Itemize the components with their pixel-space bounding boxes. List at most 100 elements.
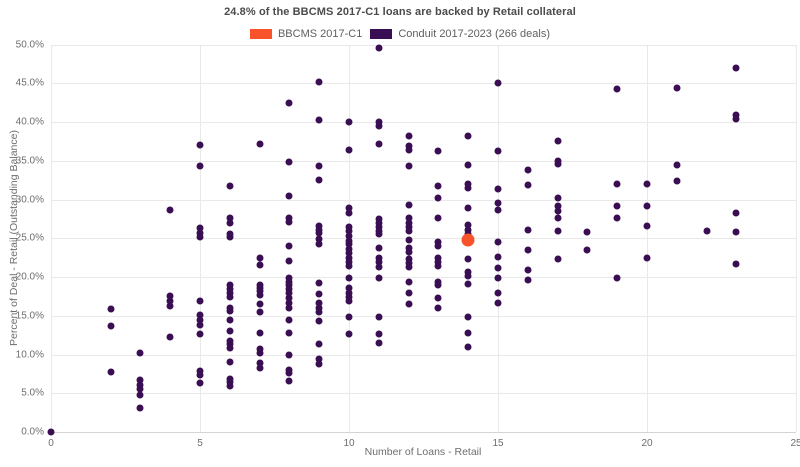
data-point: [285, 218, 293, 226]
data-point: [375, 223, 383, 231]
data-point: [494, 185, 502, 193]
data-point: [47, 428, 55, 436]
data-point: [524, 266, 532, 274]
data-point: [494, 289, 502, 296]
data-point: [136, 381, 144, 389]
legend-swatch-conduit: [370, 29, 393, 39]
data-point: [256, 300, 264, 308]
data-point: [315, 229, 323, 237]
data-point: [315, 340, 323, 348]
data-point: [375, 263, 383, 271]
data-point: [405, 214, 413, 222]
data-point: [375, 244, 383, 252]
x-axis-title: Number of Loans - Retail: [364, 446, 482, 458]
data-point: [196, 367, 204, 375]
data-point: [434, 258, 442, 266]
data-point: [464, 221, 472, 229]
data-point: [464, 343, 472, 351]
data-point: [494, 253, 502, 261]
data-point: [375, 118, 383, 126]
data-point: [434, 304, 442, 312]
data-point: [434, 281, 442, 289]
data-point: [375, 330, 383, 338]
data-point: [196, 379, 204, 387]
data-point: [405, 248, 413, 256]
data-point: [583, 246, 591, 254]
y-tick-label: 5.0%: [21, 387, 44, 399]
data-point: [226, 382, 234, 390]
data-point: [494, 79, 502, 87]
data-point: [464, 184, 472, 192]
data-point: [375, 313, 383, 321]
data-point: [375, 219, 383, 227]
legend: BBCMS 2017-C1 Conduit 2017-2023 (266 dea…: [0, 26, 800, 42]
data-point: [285, 285, 293, 293]
data-point: [494, 147, 502, 155]
data-point: [196, 330, 204, 338]
data-point: [315, 162, 323, 170]
gridline-x-15: [498, 44, 499, 432]
data-point: [732, 209, 740, 217]
data-point: [732, 228, 740, 236]
data-point: [107, 305, 115, 313]
data-point: [256, 329, 264, 337]
data-point: [673, 161, 681, 169]
data-point: [464, 180, 472, 188]
data-point: [285, 316, 293, 324]
data-point: [434, 242, 442, 250]
data-point: [554, 202, 562, 210]
data-point: [285, 242, 293, 250]
gridline-y-40: [51, 122, 796, 123]
data-point: [434, 147, 442, 155]
data-point: [256, 291, 264, 299]
data-point: [524, 246, 532, 254]
data-point: [405, 300, 413, 308]
gridline-x-0: [51, 44, 52, 432]
data-point: [613, 202, 621, 210]
data-point: [345, 227, 353, 235]
data-point: [196, 371, 204, 379]
gridline-x-20: [647, 44, 648, 432]
data-point: [434, 194, 442, 202]
data-point: [136, 391, 144, 399]
legend-item-conduit[interactable]: Conduit 2017-2023 (266 deals): [370, 28, 550, 40]
data-point: [285, 274, 293, 282]
data-point: [375, 122, 383, 130]
data-point: [315, 78, 323, 86]
data-point: [256, 254, 264, 262]
data-point: [256, 140, 264, 148]
data-point: [136, 385, 144, 393]
y-tick-label: 50.0%: [15, 39, 44, 50]
data-point: [345, 262, 353, 270]
data-point: [375, 215, 383, 223]
data-point: [434, 238, 442, 246]
data-point: [494, 238, 502, 246]
data-point: [285, 351, 293, 358]
data-point: [405, 278, 413, 286]
gridline-y-15: [51, 316, 796, 317]
gridline-y-45: [51, 83, 796, 84]
y-tick-label: 45.0%: [15, 77, 44, 89]
data-point: [345, 204, 353, 212]
data-point: [345, 313, 353, 321]
data-point: [613, 274, 621, 282]
data-point: [226, 285, 234, 293]
data-point: [226, 378, 234, 386]
y-axis-title: Percent of Deal - Retail (Outstanding Ba…: [8, 130, 20, 346]
data-point: [285, 192, 293, 200]
data-point: [345, 249, 353, 257]
data-point: [196, 224, 204, 232]
data-point: [434, 294, 442, 302]
data-point: [315, 222, 323, 230]
data-point: [166, 333, 174, 341]
data-point: [732, 260, 740, 268]
data-point: [166, 302, 174, 310]
data-point: [732, 64, 740, 72]
data-point: [375, 254, 383, 262]
gridline-y-35: [51, 161, 796, 162]
data-point: [524, 226, 532, 234]
data-point: [703, 227, 711, 234]
data-point: [345, 209, 353, 217]
legend-item-bbcms[interactable]: BBCMS 2017-C1: [249, 28, 362, 40]
data-point: [226, 281, 234, 289]
